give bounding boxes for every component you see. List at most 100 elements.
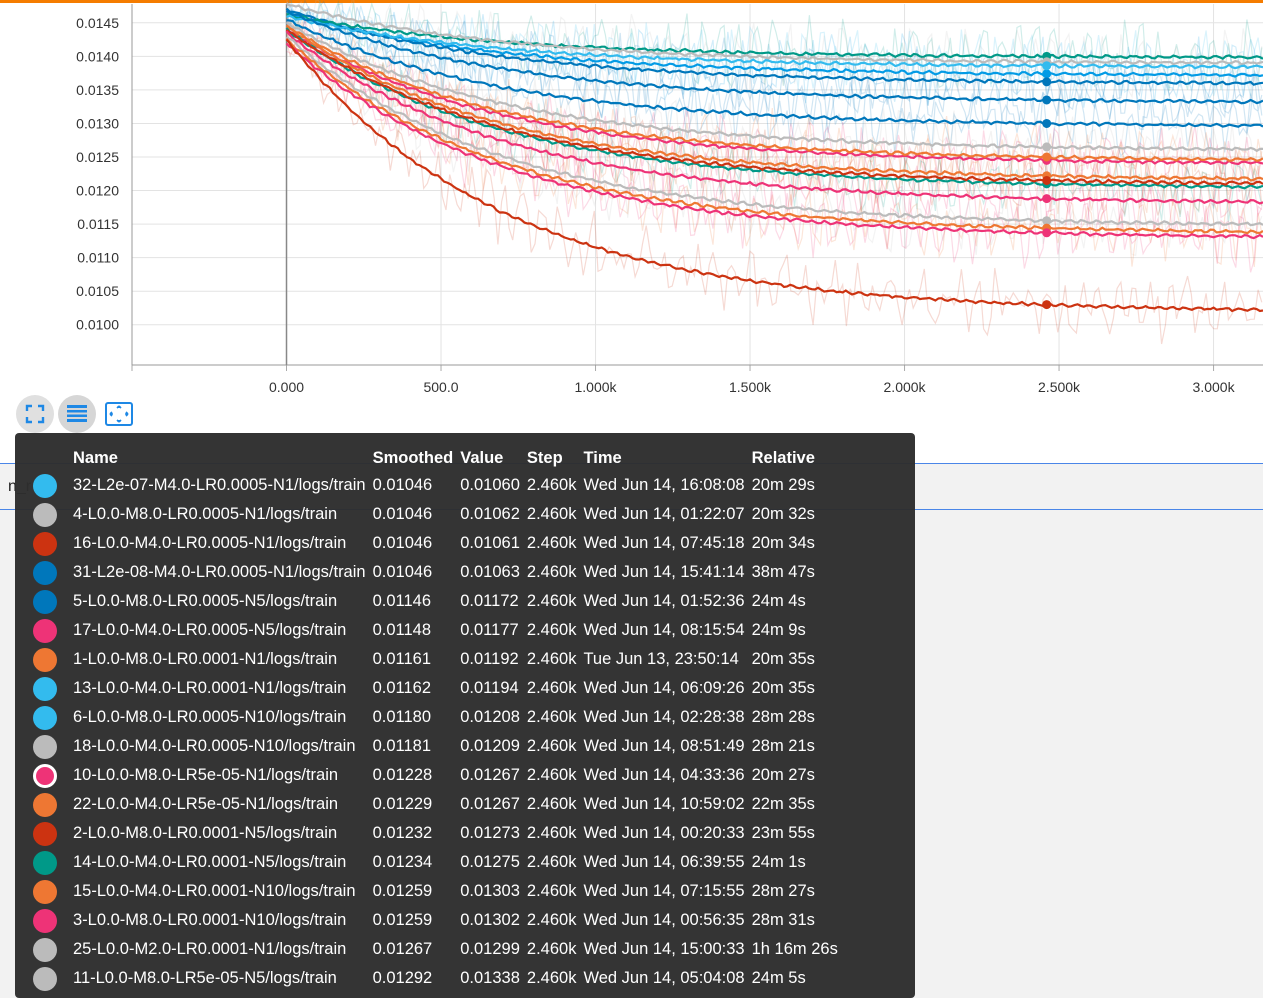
x-tick-label: 1.000k	[575, 379, 618, 395]
cell-step: 2.460k	[526, 534, 577, 552]
cell-time: Wed Jun 14, 07:45:18	[583, 534, 745, 552]
cell-smoothed: 0.01046	[372, 505, 433, 523]
smoothed-series-line	[285, 29, 1263, 186]
cell-name: 11-L0.0-M8.0-LR5e-05-N5/logs/train	[73, 969, 337, 987]
cell-step: 2.460k	[526, 824, 577, 842]
cell-name: 18-L0.0-M4.0-LR0.0005-N10/logs/train	[73, 737, 356, 755]
cell-step: 2.460k	[526, 621, 577, 639]
smoothed-series-line	[286, 12, 1263, 60]
cell-name: 14-L0.0-M4.0-LR0.0001-N5/logs/train	[73, 853, 347, 871]
series-color-swatch	[33, 879, 57, 904]
cell-name: 15-L0.0-M4.0-LR0.0001-N10/logs/train	[73, 882, 356, 900]
cell-time: Wed Jun 14, 01:22:07	[583, 505, 745, 523]
smoothed-series-line	[286, 14, 1263, 70]
line-chart[interactable]: 0.0145 0.0140 0.0135 0.0130 0.0125 0.0120 0.01…	[0, 0, 1263, 400]
cell-smoothed: 0.01046	[372, 476, 433, 494]
raw-series-line	[285, 3, 1263, 161]
series-color-swatch	[33, 531, 57, 556]
swatch-cell	[15, 529, 73, 558]
swatch-cell	[15, 674, 73, 703]
cell-value: 0.01177	[460, 621, 519, 639]
y-tick-label: 0.0100	[76, 317, 119, 333]
smoothed-series-line	[285, 2, 1263, 66]
x-tick-label: 1.500k	[729, 379, 772, 395]
cell-step: 2.460k	[526, 940, 577, 958]
cell-relative: 24m 5s	[751, 969, 806, 987]
cell-step: 2.460k	[526, 795, 577, 813]
tooltip-table: Name Smoothed Value Step Time Relative 3…	[15, 445, 845, 993]
series-color-swatch	[33, 705, 57, 730]
cell-relative: 1h 16m 26s	[751, 940, 838, 958]
cell-value: 0.01061	[460, 534, 520, 552]
reset-zoom-button[interactable]	[100, 395, 138, 433]
cell-name: 13-L0.0-M4.0-LR0.0001-N1/logs/train	[73, 679, 347, 697]
cell-step: 2.460k	[526, 853, 577, 871]
cell-smoothed: 0.01292	[372, 969, 433, 987]
cell-smoothed: 0.01046	[372, 563, 433, 581]
y-tick-label: 0.0130	[76, 115, 119, 131]
raw-series-line	[285, 22, 1263, 215]
cursor-point-marker	[1042, 216, 1052, 226]
header-relative: Relative	[751, 448, 815, 467]
fit-domain-button[interactable]	[16, 395, 54, 433]
cell-time: Wed Jun 14, 05:04:08	[583, 969, 745, 987]
cell-step: 2.460k	[526, 476, 577, 494]
series-color-swatch	[33, 618, 57, 643]
cell-value: 0.01267	[460, 766, 520, 784]
header-value: Value	[460, 448, 504, 467]
cell-relative: 38m 47s	[751, 563, 815, 581]
cell-step: 2.460k	[526, 911, 577, 929]
cell-name: 22-L0.0-M4.0-LR5e-05-N1/logs/train	[73, 795, 339, 813]
cursor-point-marker	[1042, 228, 1052, 238]
cursor-point-marker	[1042, 118, 1052, 128]
series-color-swatch	[33, 937, 57, 962]
cell-value: 0.01062	[460, 505, 520, 523]
cell-relative: 28m 27s	[751, 882, 815, 900]
raw-series-line	[285, 0, 1263, 111]
tooltip-row: 17-L0.0-M4.0-LR0.0005-N5/logs/train 0.011…	[15, 616, 845, 645]
cursor-point-marker	[1042, 194, 1052, 204]
series-color-swatch	[33, 734, 57, 759]
series-color-swatch	[33, 763, 57, 788]
tooltip-row: 2-L0.0-M8.0-LR0.0001-N5/logs/train 0.0123…	[15, 819, 845, 848]
cell-value: 0.01208	[460, 708, 520, 726]
cell-relative: 28m 28s	[751, 708, 815, 726]
tooltip-row: 3-L0.0-M8.0-LR0.0001-N10/logs/train 0.012…	[15, 906, 845, 935]
tooltip-row: 6-L0.0-M8.0-LR0.0005-N10/logs/train 0.011…	[15, 703, 845, 732]
cell-time: Wed Jun 14, 00:56:35	[583, 911, 745, 929]
tooltip-row: 25-L0.0-M2.0-LR0.0001-N1/logs/train 0.012…	[15, 935, 845, 964]
cell-name: 4-L0.0-M8.0-LR0.0005-N1/logs/train	[73, 505, 338, 523]
cell-name: 10-L0.0-M8.0-LR5e-05-N1/logs/train	[73, 766, 339, 784]
smoothed-series-line	[285, 30, 1263, 205]
cell-relative: 20m 34s	[751, 534, 815, 552]
cell-name: 6-L0.0-M8.0-LR0.0005-N10/logs/train	[73, 708, 347, 726]
cell-relative: 20m 27s	[751, 766, 815, 784]
y-tick-label: 0.0140	[76, 48, 119, 64]
raw-series-line	[285, 10, 1263, 196]
cell-value: 0.01192	[460, 650, 519, 668]
raw-series-line	[285, 0, 1263, 92]
cursor-point-marker	[1042, 152, 1052, 162]
cell-smoothed: 0.01234	[372, 853, 433, 871]
cell-smoothed: 0.01162	[372, 679, 431, 697]
cell-smoothed: 0.01046	[372, 534, 433, 552]
cell-value: 0.01063	[460, 563, 520, 581]
tooltip-header-row: Name Smoothed Value Step Time Relative	[15, 445, 845, 471]
cell-smoothed: 0.01228	[372, 766, 433, 784]
y-tick-label: 0.0115	[77, 216, 119, 232]
smoothed-series-line	[285, 37, 1263, 235]
raw-series-line	[285, 32, 1263, 268]
smoothed-series-line	[286, 19, 1263, 128]
cell-step: 2.460k	[526, 592, 577, 610]
raw-series-line	[286, 0, 1263, 99]
series-color-swatch	[33, 676, 57, 701]
cell-step: 2.460k	[526, 969, 577, 987]
tooltip-row: 15-L0.0-M4.0-LR0.0001-N10/logs/train 0.01…	[15, 877, 845, 906]
toggle-y-log-button[interactable]	[58, 395, 96, 433]
fit-domain-icon	[25, 404, 45, 424]
cell-relative: 20m 35s	[751, 650, 815, 668]
cursor-point-marker	[1042, 61, 1052, 71]
swatch-cell	[15, 587, 73, 616]
cell-time: Tue Jun 13, 23:50:14	[583, 650, 739, 668]
series-color-swatch	[33, 502, 57, 527]
